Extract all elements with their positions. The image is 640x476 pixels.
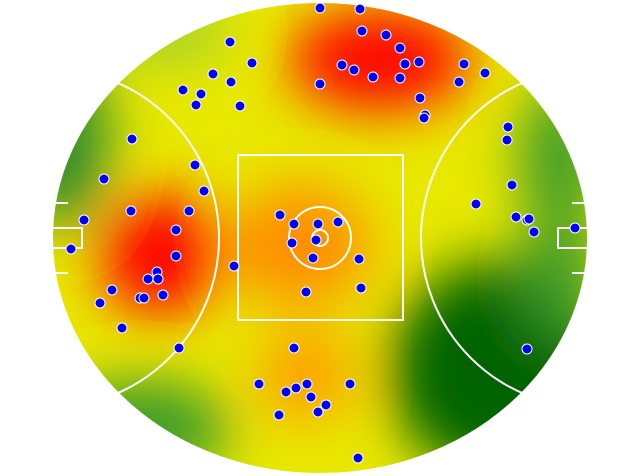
point [173, 342, 185, 354]
point [224, 36, 236, 48]
point [353, 253, 365, 265]
point [170, 250, 182, 262]
point [170, 224, 182, 236]
points [65, 2, 581, 464]
point [177, 84, 189, 96]
point [65, 243, 77, 255]
point [320, 399, 332, 411]
point [355, 282, 367, 294]
point [458, 58, 470, 70]
point [356, 25, 368, 37]
point [190, 99, 202, 111]
point [336, 59, 348, 71]
point [523, 213, 535, 225]
point [138, 292, 150, 304]
point [290, 382, 302, 394]
point [246, 57, 258, 69]
point [354, 3, 366, 15]
point [106, 284, 118, 296]
point [116, 322, 128, 334]
point [228, 260, 240, 272]
point [225, 76, 237, 88]
point [453, 76, 465, 88]
point [253, 378, 265, 390]
point [394, 72, 406, 84]
point [479, 67, 491, 79]
point [157, 289, 169, 301]
point [189, 159, 201, 171]
point [344, 378, 356, 390]
point [307, 252, 319, 264]
point [94, 297, 106, 309]
point [314, 78, 326, 90]
point [280, 386, 292, 398]
point [288, 218, 300, 230]
point [510, 211, 522, 223]
point [152, 273, 164, 285]
point [470, 198, 482, 210]
boundary [51, 1, 589, 475]
point [234, 100, 246, 112]
point [126, 133, 138, 145]
point [352, 452, 364, 464]
point [528, 226, 540, 238]
point [300, 286, 312, 298]
point [198, 185, 210, 197]
point [310, 234, 322, 246]
point [78, 214, 90, 226]
point [125, 205, 137, 217]
point [305, 391, 317, 403]
point [399, 58, 411, 70]
point [286, 237, 298, 249]
point [314, 2, 326, 14]
point [273, 409, 285, 421]
point [418, 112, 430, 124]
point [506, 179, 518, 191]
point [569, 222, 581, 234]
point [301, 378, 313, 390]
point [312, 406, 324, 418]
point [502, 121, 514, 133]
point [195, 88, 207, 100]
point [332, 216, 344, 228]
point [367, 71, 379, 83]
point [142, 273, 154, 285]
point [274, 209, 286, 221]
point [288, 342, 300, 354]
point [348, 64, 360, 76]
point [380, 29, 392, 41]
point [414, 92, 426, 104]
point [312, 218, 324, 230]
point [501, 134, 513, 146]
point [521, 343, 533, 355]
point [394, 42, 406, 54]
point [98, 173, 110, 185]
point [183, 205, 195, 217]
point [207, 68, 219, 80]
point [413, 56, 425, 68]
